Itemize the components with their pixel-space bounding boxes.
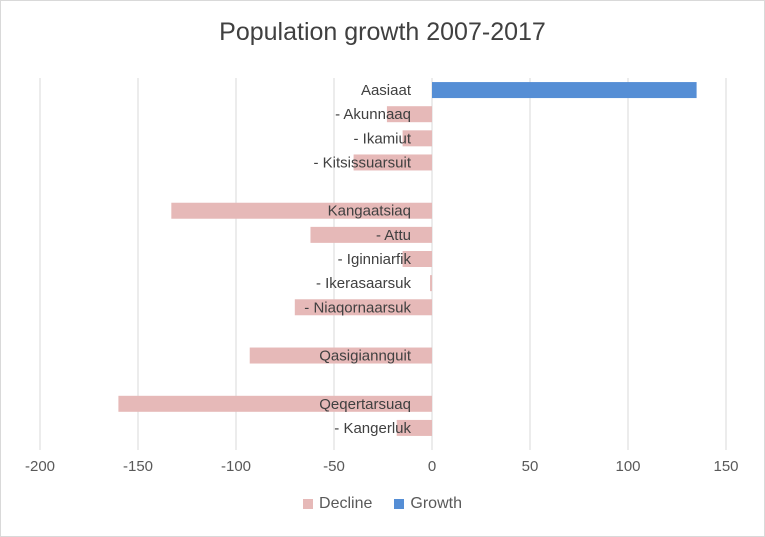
category-label: - Akunnaaq [335, 106, 411, 123]
legend-item-growth: Growth [394, 495, 462, 513]
category-label: Qeqertarsuaq [319, 396, 411, 413]
x-tick-label: 150 [713, 458, 738, 475]
category-label: Qasigiannguit [319, 348, 412, 365]
category-label: - Ikamiut [353, 130, 411, 147]
x-tick-label: -200 [25, 458, 55, 475]
category-label: - Ikerasaarsuk [316, 275, 412, 292]
bar [353, 154, 432, 171]
legend: Decline Growth [0, 495, 765, 513]
bar [118, 395, 433, 412]
category-label: - Kitsissuarsuit [313, 154, 411, 171]
bar [294, 299, 432, 316]
legend-label-decline: Decline [319, 495, 373, 512]
bar [386, 106, 432, 123]
bar [402, 130, 432, 147]
bar [430, 275, 432, 292]
bar [249, 347, 432, 364]
legend-item-decline: Decline [303, 495, 372, 513]
x-tick-label: -100 [221, 458, 251, 475]
bar [396, 419, 432, 436]
legend-swatch-growth [394, 499, 405, 509]
bar [432, 82, 697, 99]
bar [171, 202, 432, 219]
bar [310, 226, 432, 243]
x-tick-label: -150 [123, 458, 153, 475]
category-label: Kangaatsiaq [328, 203, 411, 220]
x-tick-label: -50 [323, 458, 345, 475]
x-tick-label: 50 [522, 458, 539, 475]
category-label: - Attu [376, 227, 411, 244]
category-label: - Iginniarfik [338, 251, 412, 268]
x-tick-label: 100 [615, 458, 640, 475]
legend-swatch-decline [303, 499, 314, 509]
x-tick-label: 0 [428, 458, 436, 475]
legend-label-growth: Growth [410, 495, 462, 512]
category-label: - Kangerluk [334, 420, 411, 437]
chart-title: Population growth 2007-2017 [219, 18, 546, 46]
bar [402, 251, 432, 267]
category-label: - Niaqornaarsuk [304, 299, 411, 316]
category-label: Aasiaat [361, 82, 412, 99]
